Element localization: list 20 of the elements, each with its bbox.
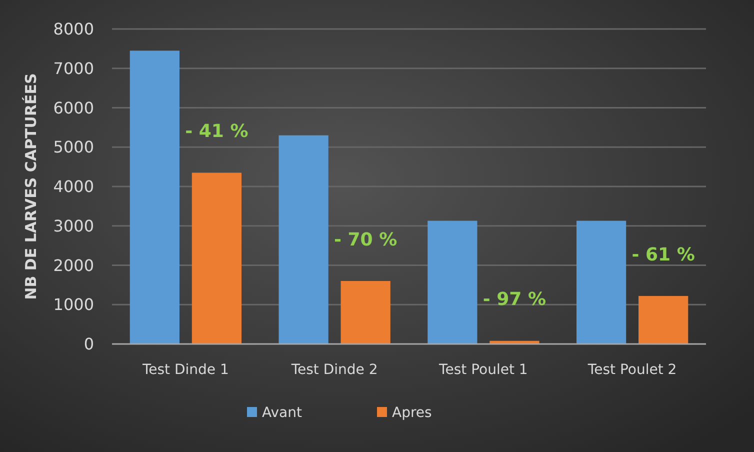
legend-label: Apres	[392, 404, 432, 421]
y-tick-label: 5000	[53, 138, 94, 157]
legend-label: Avant	[262, 404, 302, 421]
y-tick-label: 3000	[53, 216, 94, 236]
y-tick-label: 0	[84, 334, 94, 354]
annotation: - 61 %	[632, 244, 695, 266]
y-tick-label: 2000	[53, 256, 94, 275]
y-tick-label: 6000	[53, 98, 94, 118]
y-tick-label: 8000	[53, 20, 94, 39]
y-tick-label: 4000	[53, 177, 94, 196]
y-tick-label: 7000	[53, 58, 94, 78]
annotation: - 41 %	[185, 121, 248, 142]
x-tick-label: Test Dinde 1	[141, 362, 229, 378]
x-tick-label: Test Poulet 2	[586, 362, 677, 378]
annotation: - 70 %	[334, 229, 398, 250]
y-tick-label: 1000	[53, 295, 94, 314]
annotation: - 97 %	[482, 289, 546, 310]
x-tick-label: Test Poulet 1	[438, 362, 528, 378]
y-axis-title: NB DE LARVES CAPTURÉES	[22, 73, 40, 300]
x-tick-label: Test Dinde 2	[290, 362, 378, 378]
